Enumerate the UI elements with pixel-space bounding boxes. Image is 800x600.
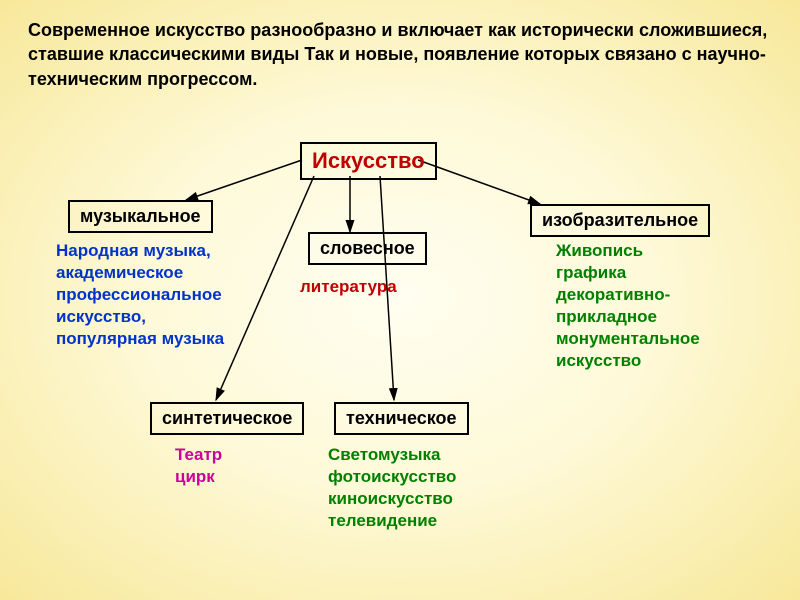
root-label: Искусство: [312, 148, 425, 173]
desc-visual: Живописьграфикадекоративно-прикладноемон…: [556, 240, 700, 373]
desc-line: Светомузыка: [328, 444, 456, 466]
node-technical-label: техническое: [346, 408, 457, 428]
node-musical-label: музыкальное: [80, 206, 201, 226]
desc-line: академическое: [56, 262, 224, 284]
node-visual: изобразительное: [530, 204, 710, 237]
desc-line: Театр: [175, 444, 222, 466]
desc-line: литература: [300, 276, 397, 298]
desc-line: телевидение: [328, 510, 456, 532]
intro-text: Современное искусство разнообразно и вкл…: [28, 18, 772, 91]
desc-line: фотоискусство: [328, 466, 456, 488]
desc-line: искусство: [556, 350, 700, 372]
desc-line: Живопись: [556, 240, 700, 262]
node-technical: техническое: [334, 402, 469, 435]
node-synthetic-label: синтетическое: [162, 408, 292, 428]
node-synthetic: синтетическое: [150, 402, 304, 435]
desc-line: монументальное: [556, 328, 700, 350]
desc-synthetic: Театрцирк: [175, 444, 222, 488]
node-visual-label: изобразительное: [542, 210, 698, 230]
desc-line: прикладное: [556, 306, 700, 328]
desc-technical: Светомузыка фотоискусствокиноискусствоте…: [328, 444, 456, 532]
node-verbal: словесное: [308, 232, 427, 265]
node-musical: музыкальное: [68, 200, 213, 233]
desc-line: искусство,: [56, 306, 224, 328]
desc-verbal: литература: [300, 276, 397, 298]
desc-line: популярная музыка: [56, 328, 224, 350]
root-node: Искусство: [300, 142, 437, 180]
desc-line: цирк: [175, 466, 222, 488]
desc-line: декоративно-: [556, 284, 700, 306]
desc-line: графика: [556, 262, 700, 284]
desc-line: профессиональное: [56, 284, 224, 306]
desc-line: киноискусство: [328, 488, 456, 510]
desc-musical: Народная музыка,академическоепрофессиона…: [56, 240, 224, 350]
desc-line: Народная музыка,: [56, 240, 224, 262]
node-verbal-label: словесное: [320, 238, 415, 258]
